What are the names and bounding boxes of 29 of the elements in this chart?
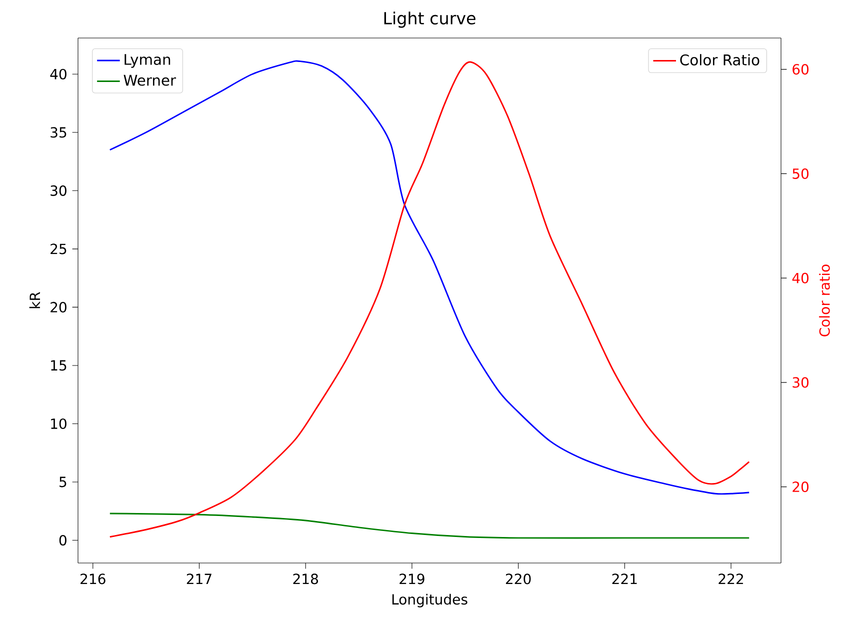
y-tick-label: 10 (51, 418, 66, 430)
y2-axis-title: Color ratio (819, 264, 830, 336)
x-axis-title: Longitudes (392, 594, 468, 608)
y-axis-title: kR (29, 292, 40, 308)
line-series (109, 512, 750, 539)
y2-tick-label: 40 (792, 272, 808, 284)
y-tick-label: 15 (51, 360, 66, 371)
y-tick-label: 30 (50, 185, 66, 196)
y-tick-label: 35 (50, 127, 66, 138)
x-tick-label: 217 (186, 574, 212, 584)
x-tick-label: 219 (400, 574, 424, 584)
x-tick-label: 222 (718, 574, 743, 584)
chart-title: Light curve (384, 12, 476, 28)
y2-tick-label: 30 (792, 377, 808, 388)
y-tick-label: 20 (50, 302, 66, 312)
x-tick-label: 216 (80, 574, 106, 584)
legend-label: Color Ratio (680, 54, 760, 66)
legend-label: Lyman (124, 54, 170, 68)
legend-label: Werner (124, 74, 176, 86)
x-tick-label: 220 (506, 574, 531, 584)
x-tick-label: 218 (293, 574, 318, 584)
y-tick-label: 25 (50, 244, 66, 254)
y-tick-label: 5 (60, 476, 66, 488)
y2-tick-label: 60 (792, 64, 808, 75)
y2-tick-label: 20 (792, 482, 808, 492)
x-tick-label: 221 (612, 574, 637, 584)
y-tick-label: 0 (59, 534, 66, 546)
y-tick-label: 40 (50, 68, 66, 80)
y2-tick-label: 50 (792, 168, 808, 179)
